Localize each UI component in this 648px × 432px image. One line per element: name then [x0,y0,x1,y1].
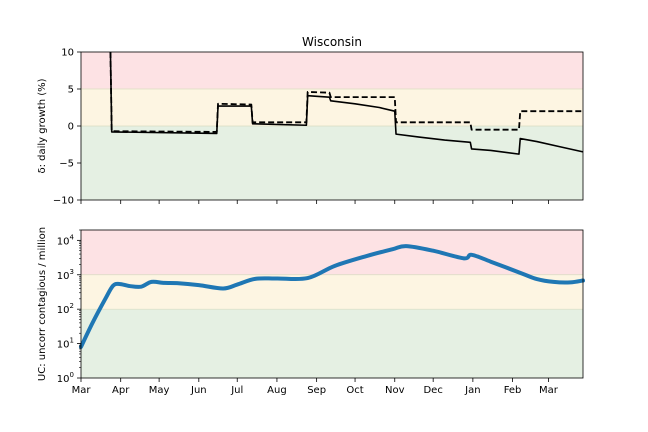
contagious-x-tick-label: Oct [346,385,363,396]
contagious-x-tick-label: Sep [307,385,326,396]
contagious-x-tick-label: Jun [190,385,207,396]
growth-y-tick-label: 0 [68,122,74,133]
contagious-zones [81,230,583,378]
contagious-x-tick-label: Jul [230,385,243,396]
growth-x-ticks [80,200,549,204]
growth-series [109,51,584,155]
growth-y-tick-label: 10 [61,48,74,59]
contagious-zone-green [81,309,583,378]
contagious-y-ticks: 100 101 102 103 104 [57,229,81,385]
contagious-y-tick-label: 100 [57,371,74,385]
growth-zone-green [81,126,583,200]
contagious-y-tick-label: 101 [57,337,74,351]
contagious-y-axis-label: UC: uncorr contagious / million [37,227,48,381]
contagious-panel: 100 101 102 103 104 Mar Apr May Jun Jul Aug Sep Oct… [37,227,585,396]
growth-y-tick-label: 5 [68,85,74,96]
growth-line-dashed [109,51,583,133]
growth-y-tick-label: −10 [53,196,74,207]
contagious-line-solid [79,244,585,349]
contagious-x-tick-label: Aug [267,385,287,396]
contagious-x-tick-label: Apr [112,385,130,396]
growth-zone-yellow [81,89,583,126]
contagious-y-tick-label: 102 [57,302,74,316]
contagious-y-tick-label: 103 [57,268,74,282]
growth-panel: −10 −5 0 5 10 δ: daily growth (%) [37,48,584,207]
contagious-series [79,244,585,349]
contagious-x-tick-label: Dec [423,385,442,396]
contagious-x-tick-label: Jan [464,385,480,396]
growth-y-axis-label: δ: daily growth (%) [37,78,48,173]
contagious-x-tick-label: Feb [504,385,522,396]
growth-line-solid [109,51,584,155]
contagious-x-tick-label: Mar [539,385,559,396]
growth-zones [81,52,583,200]
contagious-y-tick-label: 104 [57,233,75,247]
chart-title: Wisconsin [302,35,362,49]
growth-y-tick-label: −5 [59,159,74,170]
contagious-x-tick-label: Nov [385,385,405,396]
contagious-zone-yellow [81,274,583,310]
contagious-plot-frame [80,229,584,379]
growth-zone-red [81,52,583,89]
contagious-x-ticks: Mar Apr May Jun Jul Aug Sep Oct Nov Dec Jan Feb Mar [72,378,559,396]
growth-y-ticks: −10 −5 0 5 10 [53,48,81,207]
contagious-x-tick-label: Mar [72,385,92,396]
contagious-x-tick-label: May [149,385,170,396]
